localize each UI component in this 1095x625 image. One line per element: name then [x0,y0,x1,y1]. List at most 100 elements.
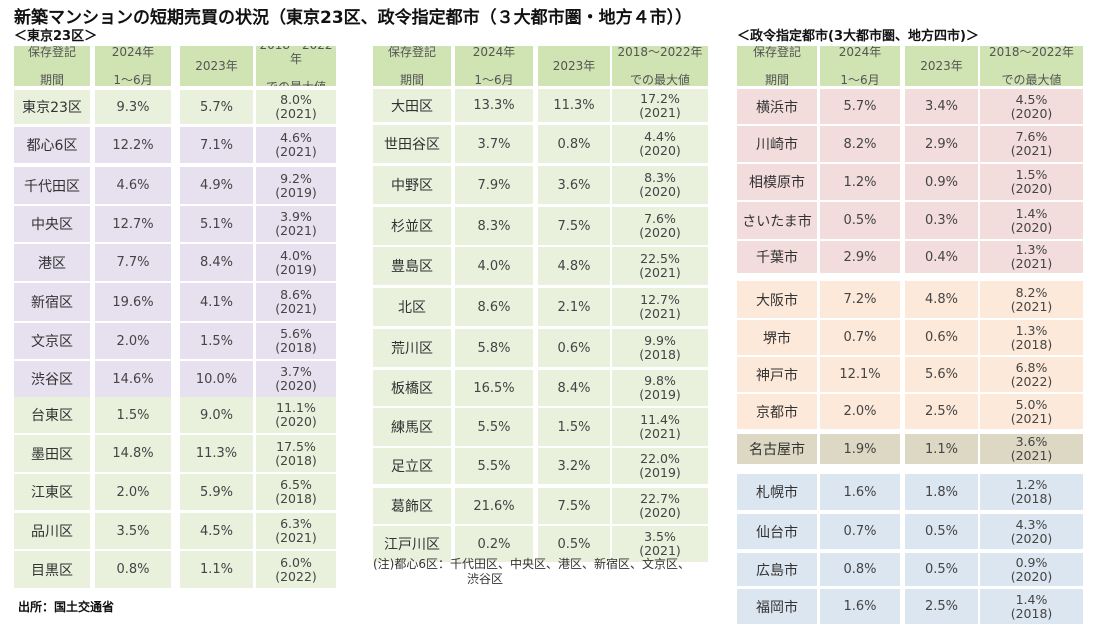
max-value-percent: 4.5% [1015,91,1048,107]
value-2024: 19.6% [95,283,171,321]
value-2023: 1.5% [538,408,610,446]
region-name: 足立区 [373,448,451,484]
max-value-percent: 9.2% [280,170,312,186]
page-title: 新築マンションの短期売買の状況（東京23区、政令指定都市（３大都市圏・地方４市）… [14,8,693,28]
value-2024: 5.7% [820,89,900,124]
value-2024: 2.0% [95,474,171,510]
max-value: 9.8% (2019) [612,370,708,406]
region-name: 台東区 [14,397,90,433]
value-2024: 7.9% [455,166,533,204]
max-value-year: (2021) [639,426,681,441]
max-value-percent: 1.3% [1015,322,1048,338]
value-2023: 5.1% [180,206,253,242]
max-value-percent: 7.6% [644,211,676,226]
column-header-name: 保存登記 期間 [737,46,817,86]
column-header-v2023: 2023年 [905,46,978,86]
max-value-percent: 9.9% [644,333,676,348]
region-name: 世田谷区 [373,125,451,163]
max-value-percent: 6.5% [280,477,312,492]
value-2024: 4.0% [455,247,533,285]
column-header-name: 保存登記 期間 [373,46,451,86]
max-value: 1.3% (2021) [980,241,1083,273]
footnote: (注)都心6区：千代田区、中央区、港区、新宿区、文京区、 渋谷区 [373,557,723,587]
value-2023: 8.4% [180,244,253,281]
max-value-year: (2018) [275,452,317,468]
max-value-year: (2020) [639,143,681,158]
region-name: 新宿区 [14,283,90,321]
max-value: 11.1% (2020) [256,397,336,433]
value-2023: 4.5% [180,513,253,549]
column-header-v2023: 2023年 [538,46,610,86]
max-value-percent: 8.3% [644,170,676,185]
region-name: 江東区 [14,474,90,510]
value-2023: 4.9% [180,167,253,204]
region-name: 江戸川区 [373,526,451,562]
value-2023: 11.3% [180,435,253,472]
max-value-year: (2022) [275,568,317,584]
max-value-year: (2020) [1010,219,1053,235]
max-value-year: (2021) [639,104,681,120]
max-value: 1.4% (2018) [980,589,1083,624]
max-value-percent: 4.0% [280,247,312,263]
value-2023: 3.2% [538,448,610,484]
region-name: 横浜市 [737,89,817,124]
max-value: 4.4% (2020) [612,125,708,163]
max-value-year: (2021) [1010,410,1053,426]
value-2023: 7.5% [538,488,610,524]
max-value-year: (2018) [639,347,681,362]
value-2023: 0.9% [905,164,978,200]
max-value-year: (2020) [639,184,681,199]
region-name: 目黒区 [14,551,90,588]
value-2023: 0.6% [538,329,610,367]
value-2024: 2.0% [820,394,900,429]
max-value-percent: 3.6% [1015,434,1048,449]
region-name: 大田区 [373,89,451,122]
max-value-year: (2018) [275,340,317,355]
value-2023: 7.1% [180,127,253,163]
value-2024: 5.5% [455,408,533,446]
value-2024: 1.9% [820,434,900,464]
value-2023: 11.3% [538,89,610,122]
value-2023: 0.3% [905,202,978,239]
max-value-percent: 17.2% [640,90,680,106]
max-value-year: (2020) [1010,105,1053,121]
max-value-percent: 9.8% [644,373,676,388]
value-2024: 14.8% [95,435,171,472]
max-value-percent: 5.6% [280,326,312,341]
max-value-percent: 1.4% [1015,205,1048,221]
region-name: 京都市 [737,394,817,429]
value-2023: 3.6% [538,166,610,204]
value-2024: 0.7% [820,514,900,549]
max-value-percent: 8.0% [280,92,312,107]
value-2023: 3.4% [905,89,978,124]
value-2024: 7.7% [95,244,171,281]
value-2023: 1.8% [905,474,978,510]
max-value: 1.3% (2018) [980,320,1083,355]
max-value-year: (2018) [275,491,317,506]
region-name: 名古屋市 [737,434,817,464]
max-value-percent: 22.7% [640,491,680,506]
max-value-percent: 11.4% [640,412,680,427]
max-value-year: (2018) [1010,336,1053,352]
max-value-year: (2022) [1010,373,1053,389]
max-value: 5.6% (2018) [256,323,336,359]
max-value-percent: 1.4% [1015,591,1048,607]
value-2023: 5.7% [180,90,253,124]
max-value-percent: 0.9% [1015,554,1048,570]
footnote-line-2: 渋谷区 [467,572,504,586]
max-value: 17.2% (2021) [612,89,708,122]
region-name: 葛飾区 [373,488,451,524]
value-2024: 1.6% [820,474,900,510]
value-2024: 8.2% [820,126,900,162]
value-2023: 10.0% [180,361,253,397]
max-value-percent: 8.6% [280,287,312,302]
max-value-percent: 22.5% [640,251,680,266]
value-2024: 13.3% [455,89,533,122]
max-value: 1.5% (2020) [980,164,1083,200]
max-value-year: (2021) [275,144,317,159]
value-2023: 8.4% [538,370,610,406]
value-2023: 0.5% [538,526,610,562]
max-value: 8.0% (2021) [256,90,336,124]
region-name: 渋谷区 [14,361,90,397]
value-2024: 3.7% [455,125,533,163]
